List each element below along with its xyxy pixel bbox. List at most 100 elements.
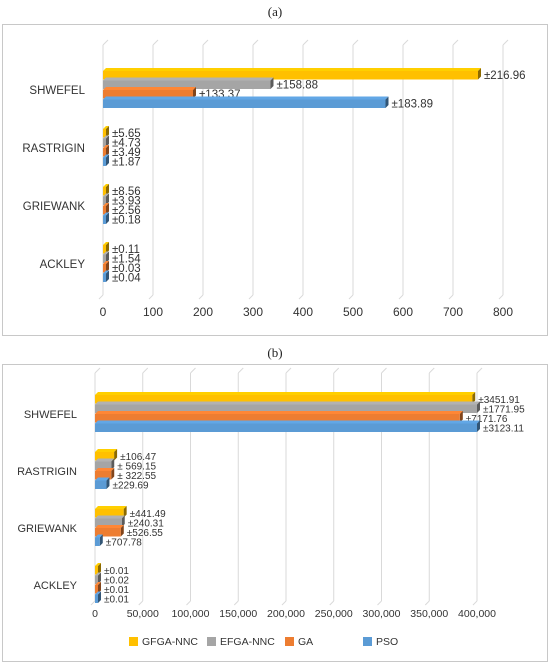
value-label: ±106.47 — [120, 452, 157, 463]
value-label: ±240.31 — [128, 519, 165, 530]
bar-pso-ackley — [95, 594, 98, 603]
bar-top — [95, 411, 463, 414]
bar-efga-nnc-ackley — [103, 254, 106, 263]
bar-top — [95, 591, 101, 595]
x-tick-label: 200,000 — [267, 608, 305, 620]
value-label: ±1.54 — [112, 254, 141, 266]
bar-top — [95, 458, 115, 462]
panel-b-label: (b) — [267, 345, 283, 360]
chart-a-container: 0 100 200 300 400 500 600 700 800 SHWEFEL ±216.96 ±… — [2, 24, 548, 348]
panel-a-label: (a) — [267, 4, 283, 19]
category-label: SHWEFEL — [29, 85, 85, 97]
bar-side — [121, 515, 125, 527]
value-label: ±441.49 — [130, 509, 167, 520]
bar-pso-shwefel — [95, 423, 477, 432]
bar-side — [114, 449, 118, 461]
bar-efga-nnc-shwefel — [95, 404, 477, 413]
gridline-top-3 — [237, 367, 244, 374]
gridline-top-6 — [381, 367, 387, 374]
bar-gfga-nnc-rastrigin — [103, 129, 106, 138]
bar-ga-griewank — [95, 528, 121, 537]
legend-swatch-ga — [285, 637, 294, 646]
bar-top — [103, 203, 109, 206]
gridline-foot — [424, 600, 430, 606]
gridline-top-5 — [333, 367, 340, 374]
value-label: ±0.03 — [112, 263, 141, 275]
gridline-top-3 — [252, 39, 259, 46]
bar-top — [103, 212, 109, 216]
bar-side — [106, 261, 109, 273]
value-label: ±3123.11 — [483, 424, 524, 435]
bar-ga-rastrigin — [103, 148, 106, 157]
bar-side — [106, 212, 109, 224]
category-label: RASTRIGIN — [22, 143, 85, 155]
bar-top — [95, 468, 115, 471]
bar-top — [95, 420, 480, 424]
bar-top — [103, 261, 109, 264]
x-tick-label: 500 — [343, 305, 363, 319]
category-label: RASTRIGIN — [17, 466, 77, 478]
gridline-foot — [298, 294, 304, 300]
bar-top — [103, 135, 109, 139]
bar-side — [120, 525, 124, 537]
bar-gfga-nnc-rastrigin — [95, 452, 115, 461]
bar-side — [193, 87, 196, 99]
category-label: GRIEWANK — [18, 523, 78, 535]
bar-top — [103, 87, 196, 90]
x-tick-label: 50,000 — [127, 608, 159, 620]
bar-pso-ackley — [103, 273, 106, 282]
value-label: ±0.18 — [112, 215, 141, 227]
bar-ga-shwefel — [95, 414, 460, 423]
bar-top — [103, 68, 481, 71]
gridline-top-1 — [142, 367, 149, 374]
x-tick-label: 300,000 — [363, 608, 401, 620]
bar-side — [106, 184, 109, 196]
gridline-top-6 — [402, 39, 409, 46]
value-label: ±3.49 — [112, 147, 141, 159]
bar-side — [472, 392, 476, 404]
bar-side — [106, 135, 109, 147]
gridline-foot — [448, 294, 454, 300]
gridline-top-8 — [502, 39, 509, 46]
value-label: ±3.93 — [112, 196, 141, 208]
gridline-top-4 — [302, 39, 309, 46]
gridline-foot — [186, 600, 191, 606]
bar-side — [106, 126, 109, 138]
bar-top — [103, 251, 109, 255]
category-label: GRIEWANK — [23, 201, 86, 213]
value-label: ± 569.15 — [117, 462, 156, 473]
bar-gfga-nnc-griewank — [103, 187, 106, 196]
bar-pso-shwefel — [103, 99, 386, 108]
legend-label: EFGA-NNC — [220, 636, 275, 648]
bar-top — [95, 563, 101, 566]
bar-top — [95, 477, 110, 481]
bar-efga-nnc-rastrigin — [95, 461, 112, 470]
bar-side — [99, 534, 103, 546]
value-label: ±216.96 — [484, 70, 526, 82]
bar-side — [106, 270, 109, 282]
value-label: ±0.01 — [104, 585, 129, 596]
gridline-foot — [148, 294, 154, 300]
bar-pso-rastrigin — [103, 157, 106, 166]
legend-swatch-gfga-nnc — [129, 637, 138, 646]
bar-side — [385, 96, 389, 108]
x-tick-label: 0 — [92, 608, 98, 620]
chart-b: 0 50,000 100,000 150,000 200,000 250,000 300,0… — [17, 367, 525, 648]
bar-efga-nnc-rastrigin — [103, 138, 106, 147]
value-label: ±8.56 — [112, 186, 141, 198]
bar-pso-griewank — [103, 215, 106, 224]
value-label: ±0.11 — [112, 244, 140, 256]
bar-top — [103, 77, 274, 81]
bar-pso-rastrigin — [95, 480, 107, 489]
bar-efga-nnc-griewank — [103, 196, 106, 205]
bar-top — [95, 401, 480, 405]
value-label: ±7171.76 — [466, 414, 508, 425]
value-label: ±229.69 — [112, 481, 149, 492]
gridline-foot — [233, 600, 239, 606]
value-label: ±0.01 — [104, 595, 129, 606]
gridline-foot — [98, 294, 104, 300]
bar-ga-ackley — [95, 585, 98, 594]
bar-side — [98, 572, 101, 584]
bar-top — [103, 126, 109, 129]
gridline-top-2 — [190, 367, 196, 374]
